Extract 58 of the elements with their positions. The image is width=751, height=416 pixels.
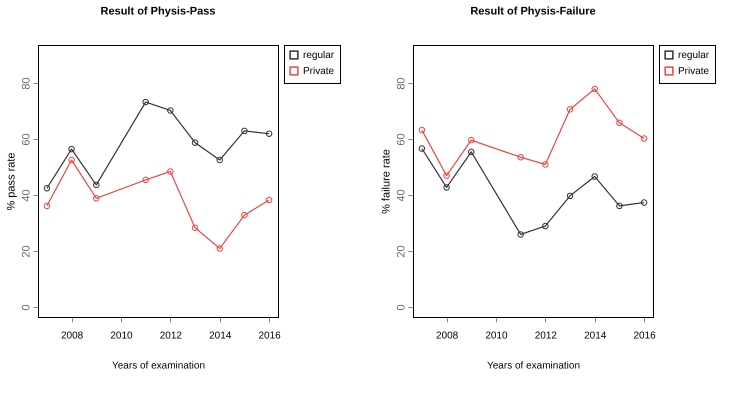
y-tick-label: 60 xyxy=(20,133,32,146)
legend-label: regular xyxy=(678,50,710,61)
point xyxy=(93,195,100,202)
point xyxy=(468,148,475,156)
y-tick-label: 20 xyxy=(20,245,32,258)
x-tick-label: 2010 xyxy=(110,330,134,342)
y-tick-label: 60 xyxy=(396,133,408,146)
point xyxy=(192,139,198,146)
y-tick-label: 20 xyxy=(396,245,408,258)
point xyxy=(616,120,623,126)
point xyxy=(241,128,248,134)
x-tick-label: 2008 xyxy=(60,330,84,342)
y-tick-label: 40 xyxy=(20,189,32,202)
point xyxy=(591,86,598,92)
legend-label: Private xyxy=(678,66,710,77)
point xyxy=(142,98,149,106)
point xyxy=(591,173,598,180)
point xyxy=(517,154,524,160)
y-tick-label: 40 xyxy=(396,189,408,202)
x-tick-label: 2016 xyxy=(633,330,656,342)
x-axis-title: Years of examination xyxy=(486,360,580,372)
point xyxy=(167,168,174,175)
point xyxy=(542,222,549,230)
legend-label: regular xyxy=(303,50,335,61)
point xyxy=(167,107,174,114)
point xyxy=(566,192,574,200)
point xyxy=(216,156,223,164)
y-tick-label: 80 xyxy=(396,77,408,90)
point xyxy=(443,184,450,191)
y-tick-label: 0 xyxy=(20,304,32,310)
y-axis-title: % failure rate xyxy=(380,149,392,214)
point xyxy=(443,172,450,179)
chart-title: Result of Physis-Failure xyxy=(470,6,596,18)
point xyxy=(566,106,574,113)
x-tick-label: 2008 xyxy=(436,330,459,342)
x-tick-label: 2016 xyxy=(258,330,282,342)
point xyxy=(93,182,100,188)
point xyxy=(241,212,248,218)
x-tick-label: 2014 xyxy=(209,330,232,342)
point xyxy=(468,136,475,144)
legend-label: Private xyxy=(303,66,335,77)
x-tick-label: 2014 xyxy=(584,330,607,342)
chart-title: Result of Physis-Pass xyxy=(100,6,216,18)
x-tick-label: 2010 xyxy=(485,330,508,342)
point xyxy=(216,245,223,252)
y-tick-label: 80 xyxy=(20,77,32,90)
point xyxy=(192,224,198,231)
point xyxy=(68,146,75,152)
point xyxy=(542,161,549,168)
point xyxy=(68,156,75,164)
y-axis-title: % pass rate xyxy=(6,152,18,211)
point xyxy=(616,202,623,210)
point xyxy=(142,176,149,184)
point xyxy=(517,231,524,238)
x-tick-label: 2012 xyxy=(534,330,558,342)
x-axis-title: Years of examination xyxy=(112,360,206,372)
y-tick-label: 0 xyxy=(396,304,408,310)
x-tick-label: 2012 xyxy=(160,330,182,342)
